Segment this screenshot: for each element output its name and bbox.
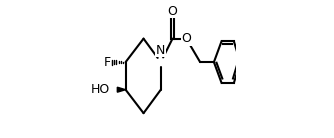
Text: N: N (156, 44, 165, 57)
Text: HO: HO (91, 83, 111, 96)
Text: O: O (168, 5, 177, 18)
Text: F: F (103, 56, 111, 69)
Polygon shape (117, 87, 126, 92)
Text: O: O (181, 32, 191, 45)
